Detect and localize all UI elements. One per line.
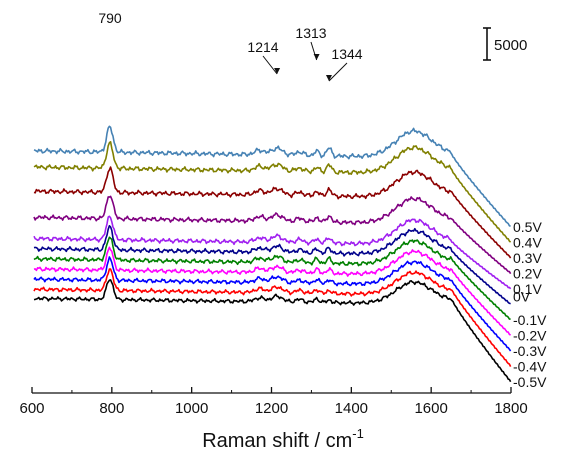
spectra-traces: [33, 125, 512, 383]
series-label-0.4V: 0.4V: [513, 235, 542, 251]
series-label--0.5V: -0.5V: [513, 374, 547, 390]
series-line--0.3V: [33, 256, 512, 352]
peak-label-1313: 1313: [295, 25, 326, 41]
x-axis: 600 800 1000 1200 1400 1600 1800: [19, 387, 528, 417]
peak-labels: 790 1214 1313 1344: [98, 10, 363, 82]
x-axis-title: Raman shift / cm-1: [202, 426, 364, 452]
series-label-0V: 0V: [513, 289, 531, 305]
x-tick-label: 1600: [414, 400, 447, 417]
scale-bar-label: 5000: [494, 37, 527, 54]
series-line-0.1V: [33, 215, 512, 290]
series-line-0.5V: [33, 125, 511, 227]
series-labels: -0.5V-0.4V-0.3V-0.2V-0.1V0V0.1V0.2V0.3V0…: [513, 219, 547, 390]
series-label--0.3V: -0.3V: [513, 343, 547, 359]
series-line--0.5V: [33, 279, 512, 383]
series-line-0.2V: [33, 195, 512, 275]
peak-label-790: 790: [98, 10, 122, 26]
x-tick-label: 1200: [255, 400, 288, 417]
x-tick-label: 1400: [335, 400, 368, 417]
series-line--0.2V: [33, 246, 511, 336]
series-line--0.4V: [33, 268, 512, 367]
peak-label-1344: 1344: [331, 46, 362, 62]
series-label--0.2V: -0.2V: [513, 328, 547, 344]
x-tick-label: 800: [99, 400, 124, 417]
series-label-0.5V: 0.5V: [513, 219, 542, 235]
peak-label-1214: 1214: [247, 39, 278, 55]
scale-bar: 5000: [483, 27, 527, 61]
series-label--0.1V: -0.1V: [513, 312, 547, 328]
x-tick-label: 1000: [175, 400, 208, 417]
x-axis-title-superscript: -1: [352, 426, 364, 441]
series-label-0.1V: 0.1V: [513, 281, 542, 297]
series-line--0.1V: [33, 236, 511, 320]
peak-arrow-1344: [328, 62, 348, 82]
peak-arrowhead-1214: [274, 68, 281, 74]
series-label--0.4V: -0.4V: [513, 359, 547, 375]
series-line-0V: [33, 225, 511, 305]
x-tick-label: 1800: [494, 400, 527, 417]
series-line-0.3V: [33, 166, 512, 259]
peak-arrow-1214: [262, 55, 278, 75]
peak-arrowhead-1344: [325, 75, 332, 81]
series-line-0.4V: [33, 141, 512, 243]
series-label-0.2V: 0.2V: [513, 266, 542, 282]
peak-arrowhead-1313: [313, 54, 320, 60]
x-tick-label: 600: [19, 400, 44, 417]
series-label-0.3V: 0.3V: [513, 250, 542, 266]
